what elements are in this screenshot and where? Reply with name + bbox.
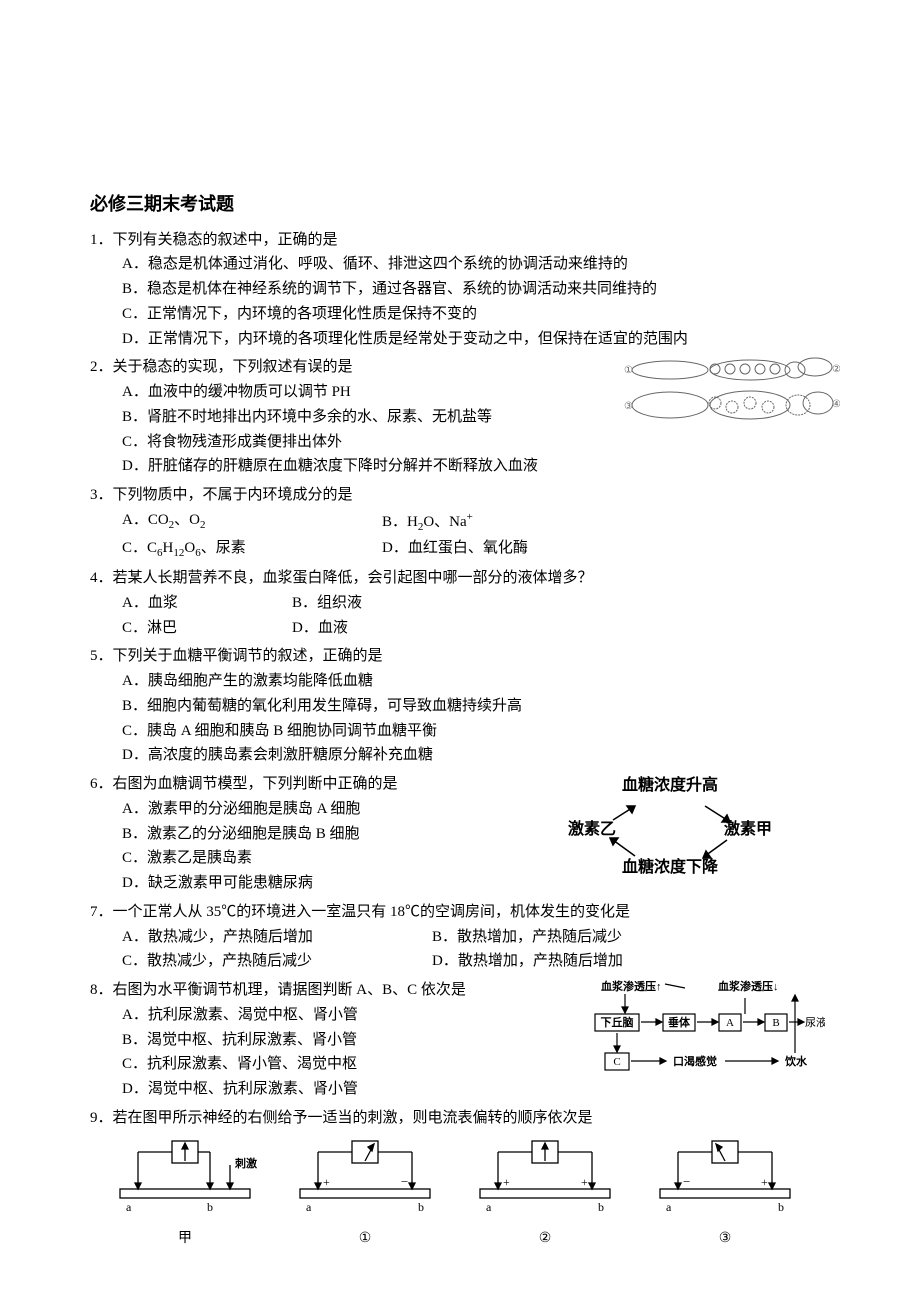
svg-text:−: − [683,1174,690,1189]
option: A．CO2、O2 [122,508,382,536]
option: C．淋巴 [122,616,292,641]
q-text: 关于稳态的实现，下列叙述有误的是 [113,359,353,375]
svg-text:A: A [726,1017,734,1029]
svg-text:a: a [666,1200,672,1214]
svg-text:激素乙: 激素乙 [568,819,616,838]
q-text: 下列有关稳态的叙述中，正确的是 [113,232,338,248]
q-text: 若某人长期营养不良，血浆蛋白降低，会引起图中哪一部分的液体增多？ [113,570,593,586]
svg-text:血浆渗透压↑: 血浆渗透压↑ [601,979,662,993]
svg-text:b: b [778,1200,784,1214]
option: B．散热增加，产热随后减少 [432,925,830,950]
q-text: 右图为水平衡调节机理，请据图判断 A、B、C 依次是 [113,982,466,998]
diagram-label: ③ [650,1227,800,1250]
question-9: 9．若在图甲所示神经的右侧给予一适当的刺激，则电流表偏转的顺序依次是 刺激 a … [90,1106,830,1251]
q-num: 3． [90,487,113,503]
tissue-diagram: ① ③ ② ④ [620,355,840,425]
svg-text:+: + [503,1175,510,1189]
svg-text:③: ③ [624,401,633,412]
q-text: 若在图甲所示神经的右侧给予一适当的刺激，则电流表偏转的顺序依次是 [113,1110,593,1126]
svg-text:+: + [761,1175,768,1189]
question-1: 1．下列有关稳态的叙述中，正确的是 A．稳态是机体通过消化、呼吸、循环、排泄这四… [90,228,830,352]
q-num: 1． [90,232,113,248]
question-2: ① ③ ② ④ 2．关于稳态的实现，下列叙述有误的是 A．血液中的缓冲物质可以调… [90,355,830,479]
option: C．将食物残渣形成粪便排出体外 [122,430,830,455]
q-num: 8． [90,982,113,998]
diagram-label: 甲 [110,1227,260,1250]
svg-text:a: a [486,1200,492,1214]
question-7: 7．一个正常人从 35℃的环境进入一室温只有 18℃的空调房间，机体发生的变化是… [90,900,830,974]
q-num: 6． [90,776,113,792]
option: B．组织液 [292,591,830,616]
svg-text:饮水: 饮水 [784,1054,808,1068]
option: C．散热减少，产热随后减少 [122,949,432,974]
option: B．稳态是机体在神经系统的调节下，通过各器官、系统的协调活动来共同维持的 [122,277,830,302]
question-5: 5．下列关于血糖平衡调节的叙述，正确的是 A．胰岛细胞产生的激素均能降低血糖 B… [90,644,830,768]
svg-text:血糖浓度升高: 血糖浓度升高 [622,776,718,794]
svg-text:b: b [418,1200,424,1214]
option: D．渴觉中枢、抗利尿激素、肾小管 [122,1077,830,1102]
svg-text:刺激: 刺激 [234,1156,257,1170]
svg-text:+: + [581,1175,588,1189]
q-num: 4． [90,570,113,586]
diagram-label: ① [290,1227,440,1250]
svg-text:口渴感觉: 口渴感觉 [673,1054,717,1068]
svg-text:b: b [598,1200,604,1214]
option: A．血浆 [122,591,292,616]
svg-text:B: B [772,1017,779,1029]
option: D．血红蛋白、氧化酶 [382,536,830,562]
option: A．胰岛细胞产生的激素均能降低血糖 [122,669,830,694]
option: D．正常情况下，内环境的各项理化性质是经常处于变动之中，但保持在适宜的范围内 [122,327,830,352]
option: C．胰岛 A 细胞和胰岛 B 细胞协同调节血糖平衡 [122,719,830,744]
svg-text:②: ② [832,364,840,375]
svg-text:b: b [207,1200,213,1214]
option: C．正常情况下，内环境的各项理化性质是保持不变的 [122,302,830,327]
svg-text:下丘脑: 下丘脑 [601,1015,634,1029]
q-text: 下列关于血糖平衡调节的叙述，正确的是 [113,648,383,664]
galvanometer-diagrams: 刺激 a b 甲 + − a b ① [90,1137,830,1251]
q-text: 一个正常人从 35℃的环境进入一室温只有 18℃的空调房间，机体发生的变化是 [113,904,631,920]
option: D．肝脏储存的肝糖原在血糖浓度下降时分解并不断释放入血液 [122,454,830,479]
option: A．散热减少，产热随后增加 [122,925,432,950]
q-text: 右图为血糖调节模型，下列判断中正确的是 [113,776,398,792]
svg-text:C: C [613,1056,620,1068]
svg-text:血糖浓度下降: 血糖浓度下降 [622,857,719,876]
q-num: 7． [90,904,113,920]
option: C．C6H12O6、尿素 [122,536,382,562]
question-8: 血浆渗透压↑ 血浆渗透压↓ 下丘脑 垂体 A B 尿液 C 口渴感觉 饮水 [90,978,830,1102]
q-num: 9． [90,1110,113,1126]
option: D．血液 [292,616,830,641]
water-balance-diagram: 血浆渗透压↑ 血浆渗透压↓ 下丘脑 垂体 A B 尿液 C 口渴感觉 饮水 [535,978,825,1073]
q-num: 2． [90,359,113,375]
svg-text:−: − [401,1174,408,1189]
svg-text:血浆渗透压↓: 血浆渗透压↓ [718,979,779,993]
svg-text:+: + [323,1175,330,1189]
page-title: 必修三期末考试题 [90,190,830,220]
svg-text:尿液: 尿液 [805,1015,825,1029]
svg-text:a: a [306,1200,312,1214]
q-text: 下列物质中，不属于内环境成分的是 [113,487,353,503]
question-6: 血糖浓度升高 激素乙 激素甲 血糖浓度下降 6．右图为血糖调节模型，下列判断中正… [90,772,830,896]
svg-text:a: a [126,1200,132,1214]
option: A．稳态是机体通过消化、呼吸、循环、排泄这四个系统的协调活动来维持的 [122,252,830,277]
option: D．高浓度的胰岛素会刺激肝糖原分解补充血糖 [122,743,830,768]
question-3: 3．下列物质中，不属于内环境成分的是 A．CO2、O2B．H2O、Na+ C．C… [90,483,830,562]
svg-text:④: ④ [832,399,840,410]
svg-text:激素甲: 激素甲 [724,819,772,838]
option: B．H2O、Na+ [382,508,830,536]
question-4: 4．若某人长期营养不良，血浆蛋白降低，会引起图中哪一部分的液体增多？ A．血浆B… [90,566,830,640]
option: D．散热增加，产热随后增加 [432,949,830,974]
option: B．细胞内葡萄糖的氧化利用发生障碍，可导致血糖持续升高 [122,694,830,719]
blood-sugar-diagram: 血糖浓度升高 激素乙 激素甲 血糖浓度下降 [540,776,800,876]
diagram-label: ② [470,1227,620,1250]
svg-text:①: ① [624,365,633,376]
q-num: 5． [90,648,113,664]
svg-text:垂体: 垂体 [668,1015,691,1029]
